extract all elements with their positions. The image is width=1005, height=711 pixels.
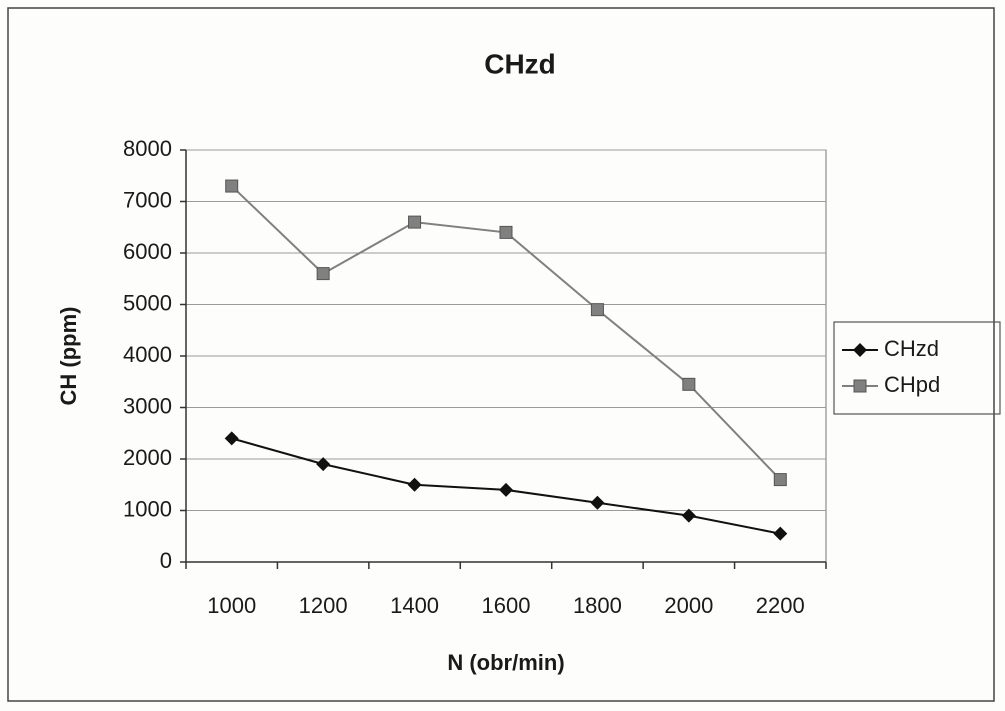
x-axis-title: N (obr/min) bbox=[447, 650, 564, 675]
y-axis-title: CH (ppm) bbox=[56, 307, 81, 406]
x-tick-label: 2200 bbox=[756, 593, 805, 618]
y-tick-label: 0 bbox=[160, 548, 172, 573]
y-tick-label: 7000 bbox=[123, 187, 172, 212]
chart-border bbox=[7, 7, 995, 702]
y-tick-label: 2000 bbox=[123, 445, 172, 470]
y-tick-label: 6000 bbox=[123, 239, 172, 264]
chart-title: CHzd bbox=[484, 48, 556, 79]
data-point bbox=[590, 495, 605, 510]
y-tick-label: 4000 bbox=[123, 342, 172, 367]
data-point bbox=[773, 526, 788, 541]
x-tick-label: 1000 bbox=[207, 593, 256, 618]
x-tick-label: 1200 bbox=[299, 593, 348, 618]
x-tick-label: 1400 bbox=[390, 593, 439, 618]
x-tick-label: 1800 bbox=[573, 593, 622, 618]
data-point bbox=[681, 508, 696, 523]
y-tick-label: 1000 bbox=[123, 496, 172, 521]
legend-box bbox=[833, 321, 1001, 415]
data-point bbox=[408, 215, 422, 229]
data-point bbox=[316, 267, 330, 281]
data-point bbox=[682, 377, 696, 391]
data-point bbox=[773, 473, 787, 487]
x-tick-label: 1600 bbox=[482, 593, 531, 618]
data-point bbox=[499, 482, 513, 497]
data-point bbox=[590, 303, 604, 317]
data-point bbox=[224, 431, 239, 446]
legend-marker bbox=[853, 343, 867, 357]
data-point bbox=[316, 457, 331, 472]
data-point bbox=[499, 225, 513, 239]
y-tick-label: 8000 bbox=[123, 136, 172, 161]
legend-marker bbox=[853, 379, 867, 393]
data-point bbox=[225, 179, 239, 193]
y-tick-label: 3000 bbox=[123, 393, 172, 418]
legend-label: CHzd bbox=[884, 336, 939, 361]
data-point bbox=[407, 477, 422, 492]
x-tick-label: 2000 bbox=[664, 593, 713, 618]
y-tick-label: 5000 bbox=[123, 290, 172, 315]
legend-label: CHpd bbox=[884, 372, 940, 397]
